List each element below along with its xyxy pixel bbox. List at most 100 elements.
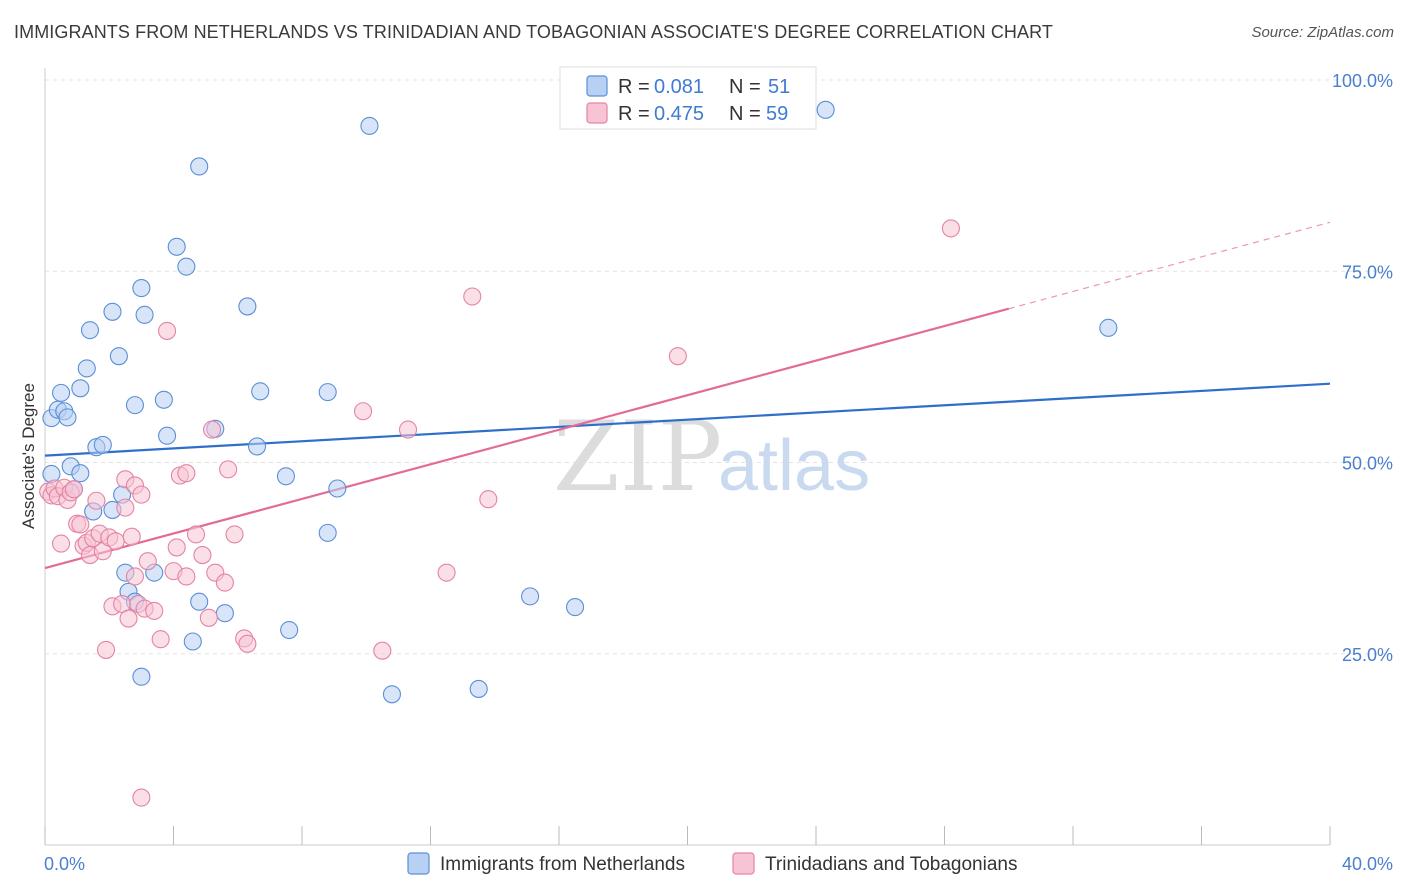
trinidad-point: [116, 498, 135, 517]
legend-r-label-2: R =: [618, 103, 650, 125]
trinidad-point: [193, 546, 212, 565]
netherlands-point: [251, 382, 270, 401]
netherlands-point: [247, 437, 267, 456]
trinidad-point: [52, 534, 71, 553]
trinidad-point: [138, 552, 157, 571]
netherlands-point: [125, 396, 144, 415]
legend-swatch-pink: [586, 102, 608, 124]
trinidad-point: [145, 601, 164, 620]
y-tick-label: 75.0%: [1342, 262, 1393, 282]
y-tick-label: 100.0%: [1332, 71, 1393, 91]
trinidad-point: [122, 527, 141, 546]
trinidad-point: [186, 525, 206, 544]
x-tick-label: 0.0%: [44, 854, 85, 874]
netherlands-point: [328, 479, 347, 498]
trinidad-point: [132, 788, 151, 807]
netherlands-point: [215, 604, 234, 623]
netherlands-point: [382, 685, 402, 704]
netherlands-point: [816, 100, 835, 119]
netherlands-point: [521, 587, 540, 606]
chart-title: IMMIGRANTS FROM NETHERLANDS VS TRINIDADI…: [14, 22, 1053, 42]
data-points: [39, 100, 1118, 807]
netherlands-point: [167, 237, 186, 256]
trinidad-point: [225, 525, 244, 544]
netherlands-point: [103, 302, 122, 321]
trinidad-point: [167, 538, 186, 557]
netherlands-point: [158, 426, 177, 445]
trinidad-point: [199, 608, 218, 627]
trinidad-point: [668, 347, 687, 366]
legend-r-value-1: 0.081: [654, 76, 704, 98]
legend-n-label-2: N =: [729, 103, 761, 125]
legend-n-value-2: 59: [766, 103, 788, 125]
series-legend-label-netherlands: Immigrants from Netherlands: [440, 854, 685, 875]
netherlands-point: [183, 632, 202, 651]
netherlands-point: [318, 383, 337, 402]
gridlines: [45, 79, 1392, 655]
trinidad-point: [203, 420, 222, 439]
trinidad-point: [71, 515, 90, 534]
y-tick-label: 25.0%: [1342, 645, 1393, 665]
watermark-atlas: atlas: [718, 426, 870, 506]
netherlands-point: [318, 523, 337, 542]
netherlands-point: [280, 620, 299, 640]
y-tick-label: 50.0%: [1342, 454, 1393, 474]
netherlands-point: [52, 383, 71, 402]
netherlands-point: [71, 464, 90, 483]
trinidad-point: [398, 420, 418, 439]
legend-swatch-blue: [586, 75, 608, 97]
trend-lines: [44, 221, 1331, 570]
trinidad-point: [119, 609, 138, 628]
x-tick-label: 40.0%: [1342, 854, 1393, 874]
watermark-zip: ZIP: [553, 401, 722, 513]
trinidad-point: [941, 219, 960, 238]
trinidad-point: [87, 491, 106, 510]
trinidad-point: [373, 641, 392, 660]
legend-n-value-1: 51: [768, 76, 790, 98]
trinidad-point: [353, 402, 373, 421]
netherlands-point: [1099, 318, 1118, 337]
trinidad-point: [158, 321, 177, 340]
series-legend: Immigrants from Netherlands Trinidadians…: [407, 852, 1017, 875]
trinidad-point: [177, 464, 196, 483]
netherlands-point: [109, 347, 128, 366]
netherlands-point: [71, 379, 90, 398]
trinidad-trend-line: [44, 307, 1010, 570]
netherlands-point: [190, 592, 209, 611]
trinidad-point: [479, 490, 498, 509]
netherlands-point: [80, 321, 100, 340]
netherlands-point: [566, 598, 585, 617]
trinidad-trend-extension: [1008, 221, 1331, 310]
netherlands-point: [77, 359, 96, 378]
netherlands-point: [132, 667, 151, 686]
trinidad-point: [64, 480, 83, 499]
trinidad-point: [463, 287, 482, 306]
netherlands-point: [132, 279, 151, 298]
netherlands-point: [93, 435, 112, 454]
trinidad-point: [437, 563, 456, 582]
source-credit: Source: ZipAtlas.com: [1251, 24, 1394, 41]
trinidad-point: [177, 567, 196, 586]
trinidad-point: [96, 640, 116, 659]
netherlands-point: [238, 297, 257, 316]
axes: 25.0% 50.0% 75.0% 100.0% 0.0% 40.0%: [44, 68, 1393, 874]
correlation-legend: R = 0.081 N = 51 R = 0.475 N = 59: [559, 66, 817, 130]
series-legend-swatch-trinidad: [732, 852, 755, 875]
legend-n-label-1: N =: [729, 76, 761, 98]
trinidad-point: [132, 485, 151, 504]
y-axis-label: Associate's Degree: [19, 383, 38, 529]
watermark: ZIP atlas: [553, 401, 870, 513]
netherlands-point: [276, 467, 295, 486]
series-legend-swatch-netherlands: [407, 852, 430, 875]
legend-r-value-2: 0.475: [654, 103, 704, 125]
netherlands-point: [154, 390, 173, 409]
trinidad-point: [106, 532, 125, 551]
series-legend-label-trinidad: Trinidadians and Tobagonians: [765, 854, 1017, 875]
trinidad-point: [125, 567, 144, 586]
netherlands-point: [469, 679, 488, 698]
trinidad-point: [238, 634, 257, 653]
netherlands-point: [360, 116, 379, 135]
legend-r-label-1: R =: [618, 76, 650, 98]
netherlands-point: [58, 408, 77, 427]
